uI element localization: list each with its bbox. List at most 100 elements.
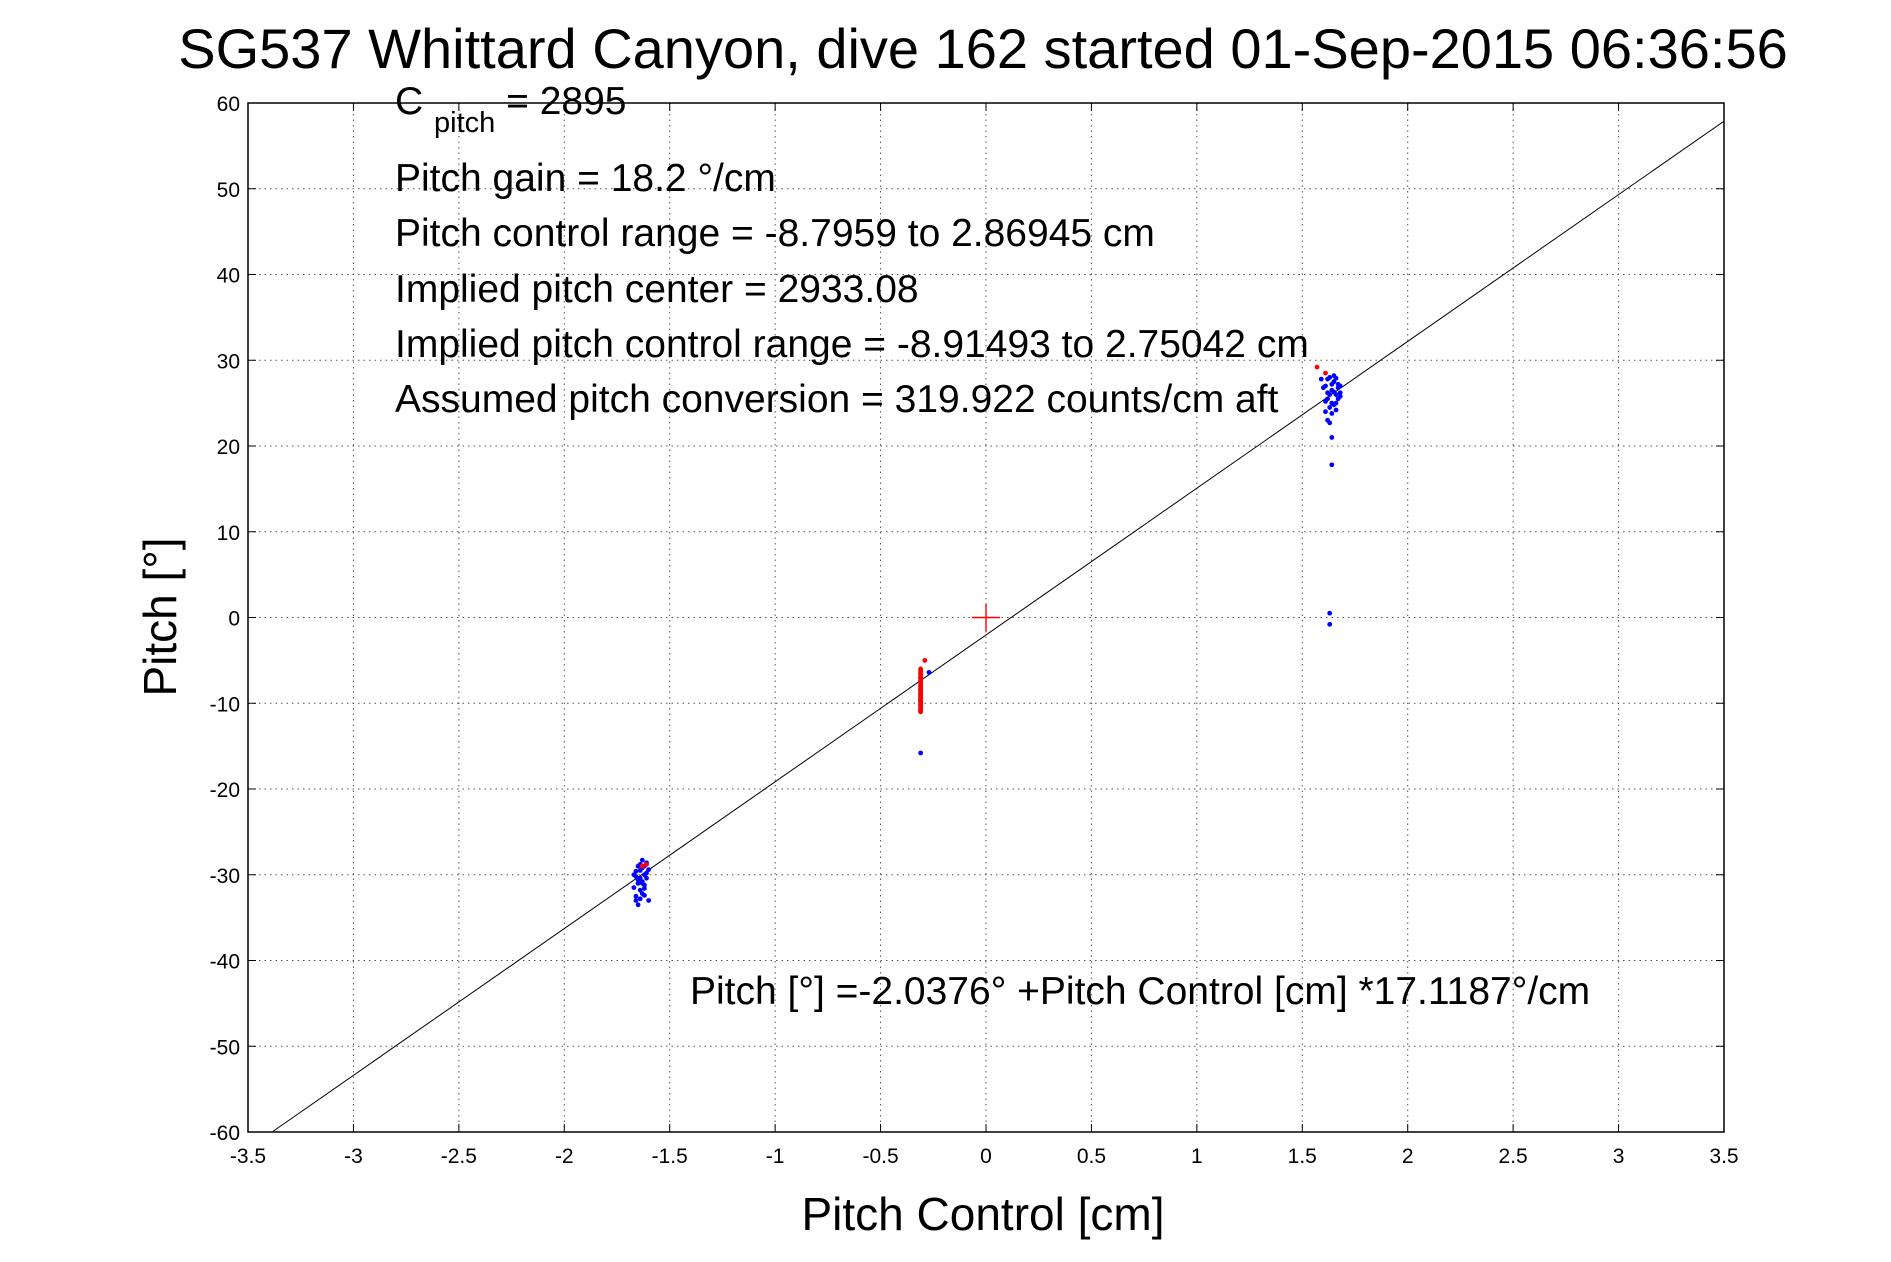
pitch-conversion-annotation: Assumed pitch conversion = 319.922 count…	[395, 378, 1279, 421]
pitch-gain-annotation: Pitch gain = 18.2 °/cm	[395, 157, 776, 200]
data-point	[1327, 621, 1333, 627]
data-point	[1329, 400, 1335, 406]
cpitch-annotation: C pitch = 2895	[395, 80, 627, 141]
data-point	[637, 887, 643, 893]
data-point	[1331, 389, 1337, 395]
data-point	[642, 886, 647, 891]
chart-title: SG537 Whittard Canyon, dive 162 started …	[178, 17, 1787, 80]
y-tick-label: -50	[210, 1036, 240, 1059]
data-point	[918, 681, 924, 687]
data-point	[635, 880, 641, 886]
x-tick-label: -0.5	[862, 1145, 898, 1168]
x-tick-label: -1.5	[652, 1145, 688, 1168]
y-tick-label: 60	[217, 93, 240, 116]
x-tick-label: -3.5	[230, 1145, 266, 1168]
data-point	[642, 892, 647, 898]
data-point	[646, 867, 652, 873]
fit-line	[271, 120, 1725, 1133]
data-point	[922, 657, 928, 663]
y-tick-label: 10	[217, 522, 240, 545]
data-point	[1314, 364, 1320, 370]
data-point	[1333, 407, 1339, 413]
data-point	[1327, 392, 1333, 397]
data-point	[918, 702, 924, 708]
data-point	[639, 857, 645, 863]
x-tick-label: 0	[980, 1145, 992, 1168]
data-points	[631, 364, 1343, 908]
x-tick-label: 2	[1402, 1145, 1414, 1168]
y-tick-label: -30	[210, 865, 240, 888]
data-point	[646, 898, 652, 903]
data-point	[635, 902, 641, 908]
fit-equation-annotation: Pitch [°] =-2.0376° +Pitch Control [cm] …	[690, 970, 1590, 1013]
y-tick-label: 0	[228, 608, 240, 631]
data-point	[1329, 411, 1335, 416]
data-point	[926, 669, 932, 675]
data-point	[1337, 390, 1343, 396]
y-tick-label: 50	[217, 179, 240, 202]
x-tick-labels: -3.5 -3 -2.5 -2 -1.5 -1 -0.5 0 0.5 1 1.5 2 2.5 3 3.5	[230, 1145, 1739, 1168]
y-tick-label: 20	[217, 436, 240, 459]
y-tick-label: -20	[210, 779, 240, 802]
data-point	[918, 691, 924, 697]
data-point	[918, 686, 924, 692]
data-point	[637, 896, 643, 902]
data-point	[918, 698, 924, 704]
plot-frame	[247, 102, 1725, 1133]
data-point	[637, 875, 643, 881]
data-point	[1335, 396, 1341, 402]
data-point	[1323, 409, 1328, 415]
data-point	[918, 750, 924, 756]
data-point	[918, 671, 924, 677]
data-point	[1331, 373, 1337, 379]
y-tick-label: -40	[210, 951, 240, 974]
x-tick-label: -2	[555, 1145, 574, 1168]
data-point	[633, 893, 639, 899]
y-tick-label: 30	[217, 350, 240, 373]
data-point	[918, 706, 924, 712]
data-point	[1323, 399, 1328, 404]
data-point	[918, 678, 924, 684]
y-tick-label: -10	[210, 693, 240, 716]
pitch-control-range-annotation: Pitch control range = -8.7959 to 2.86945…	[395, 212, 1155, 255]
data-point	[633, 868, 639, 874]
x-tick-label: 3.5	[1709, 1145, 1738, 1168]
x-tick-label: 1	[1191, 1145, 1203, 1168]
center-marker	[972, 603, 1000, 632]
data-point	[1329, 435, 1335, 440]
y-tick-label: 40	[217, 265, 240, 288]
cpitch-subscript: pitch	[434, 107, 495, 139]
data-point	[1323, 370, 1328, 376]
data-point	[639, 880, 645, 886]
implied-pitch-control-range-annotation: Implied pitch control range = -8.91493 t…	[395, 323, 1309, 366]
x-tick-label: 0.5	[1077, 1145, 1106, 1168]
data-point	[635, 863, 641, 869]
y-tick-labels: -60 -50 -40 -30 -20 -10 0 10 20 30 40 50 60	[210, 93, 240, 1145]
x-tick-label: -1	[766, 1145, 785, 1168]
data-point	[1325, 417, 1330, 423]
data-point	[631, 885, 637, 891]
data-point	[644, 875, 649, 881]
x-tick-label: 3	[1613, 1145, 1625, 1168]
x-tick-label: -2.5	[441, 1145, 477, 1168]
x-tick-label: 2.5	[1499, 1145, 1528, 1168]
data-point	[1320, 385, 1326, 391]
y-tick-label: -60	[210, 1122, 240, 1145]
data-point	[639, 863, 645, 869]
cpitch-main: C	[395, 80, 423, 123]
data-point	[1318, 376, 1324, 382]
data-point	[644, 862, 649, 867]
data-point	[1327, 610, 1333, 616]
data-point	[1325, 376, 1330, 382]
data-point	[1329, 381, 1335, 387]
data-point	[644, 870, 649, 876]
data-point	[1337, 383, 1343, 389]
data-point	[918, 666, 924, 672]
cpitch-value: = 2895	[506, 80, 626, 123]
data-point	[633, 898, 639, 903]
x-tick-label: -3	[344, 1145, 363, 1168]
y-axis-label: Pitch [°]	[134, 537, 186, 696]
x-tick-label: 1.5	[1288, 1145, 1317, 1168]
data-point	[631, 872, 637, 878]
